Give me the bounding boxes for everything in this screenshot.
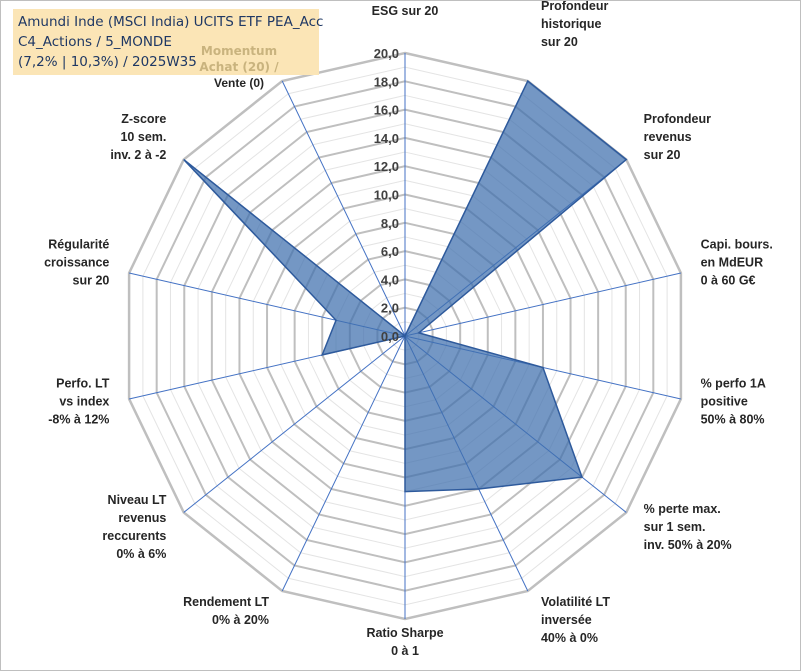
spoke-line — [281, 80, 406, 337]
spoke-line — [404, 272, 682, 337]
axis-label-line: 50% à 80% — [701, 413, 765, 427]
axis-label-line: sur 1 sem. — [644, 520, 706, 534]
axis-label-line: -8% à 12% — [48, 413, 109, 427]
axis-label-line: Volatilité LT — [541, 595, 610, 609]
tick-label: 0,0 — [381, 329, 399, 344]
axis-label: Rendement LT 0% à 20% — [183, 595, 269, 627]
axis-label-line: Rendement LT — [183, 595, 269, 609]
axis-label-line: % perfo 1A — [701, 377, 766, 391]
axis-label-line: Régularité — [48, 237, 109, 251]
fund-category: C4_Actions / 5_MONDE — [18, 34, 172, 50]
axis-label-line: Niveau LT — [108, 493, 167, 507]
axis-label-line: % perte max. — [644, 502, 721, 516]
axis-label-line: revenus — [118, 511, 166, 525]
axis-label: Ratio Sharpe 0 à 1 — [366, 626, 443, 658]
momentum-label: Momentum Achat (20) / — [191, 43, 287, 75]
axis-label-line: 0 à 60 G€ — [701, 273, 756, 287]
axis-label-line: Profondeur — [644, 112, 711, 126]
axis-label: Profondeur revenus sur 20 — [644, 112, 711, 162]
axis-label-line: croissance — [44, 255, 109, 269]
axis-label-line: inversée — [541, 613, 592, 627]
tick-label: 2,0 — [381, 301, 399, 316]
axis-label: Profondeur historique sur 20 — [541, 1, 608, 49]
axis-label-line: ESG sur 20 — [372, 4, 439, 18]
tick-label: 20,0 — [374, 46, 399, 61]
tick-labels: 0,0 2,0 4,0 6,0 8,0 10,0 12,0 14,0 16,0 18,0 20,0 — [374, 46, 399, 344]
series-area — [183, 79, 628, 493]
axis-label-line: Z-score — [121, 112, 166, 126]
axis-label: Régularité croissance sur 20 — [44, 237, 109, 287]
axis-label: Capi. bours. en MdEUR 0 à 60 G€ — [701, 237, 773, 287]
axis-label-line: positive — [701, 395, 748, 409]
axis-label: % perte max. sur 1 sem. inv. 50% à 20% — [644, 502, 732, 552]
momentum-line-2: Achat (20) / — [199, 60, 279, 74]
momentum-line-1: Momentum — [200, 44, 278, 58]
tick-label: 12,0 — [374, 159, 399, 174]
axis-label: NoteESG sur 20 — [372, 1, 439, 18]
axis-label-line: reccurents — [102, 529, 166, 543]
tick-label: 18,0 — [374, 74, 399, 89]
axis-label: % perfo 1A positive 50% à 80% — [701, 377, 766, 427]
axis-label-line: historique — [541, 17, 601, 31]
fund-stats: (7,2% | 10,3%) / 2025W35 — [18, 54, 197, 70]
axis-label-line: 0 à 1 — [391, 644, 419, 658]
series-polygon — [183, 79, 628, 493]
axis-label: Z-score 10 sem. inv. 2 à -2 — [110, 112, 166, 162]
axis-label-line: vs index — [59, 395, 109, 409]
axis-label-line: inv. 2 à -2 — [110, 148, 166, 162]
axis-label: Volatilité LT inversée 40% à 0% — [541, 595, 610, 645]
axis-labels: NoteESG sur 20 Profondeur historique sur 20… — [44, 1, 773, 658]
axis-label-line: inv. 50% à 20% — [644, 538, 732, 552]
axis-label-line: 10 sem. — [120, 130, 166, 144]
axis-label-line: Ratio Sharpe — [366, 626, 443, 640]
tick-label: 8,0 — [381, 216, 399, 231]
axis-label-line: 40% à 0% — [541, 631, 598, 645]
axis-label-line: sur 20 — [541, 35, 578, 49]
axis-label-line: sur 20 — [73, 273, 110, 287]
momentum-label-tail: Vente (0) — [213, 76, 264, 90]
axis-label-line: Perfo. LT — [56, 377, 110, 391]
axis-label: Niveau LT revenus reccurents 0% à 6% — [102, 493, 166, 561]
axis-label-line: Capi. bours. — [701, 237, 773, 251]
spoke-line — [281, 335, 406, 592]
tick-label: 10,0 — [374, 188, 399, 203]
info-box: Amundi Inde (MSCI India) UCITS ETF PEA_A… — [13, 9, 324, 75]
axis-label-line: 0% à 20% — [212, 613, 269, 627]
axis-label-line: 0% à 6% — [116, 547, 166, 561]
tick-label: 4,0 — [381, 272, 399, 287]
tick-label: 16,0 — [374, 103, 399, 118]
axis-label: Perfo. LT vs index -8% à 12% — [48, 377, 110, 427]
tick-label: 14,0 — [374, 131, 399, 146]
axis-label-line: en MdEUR — [701, 255, 764, 269]
fund-name: Amundi Inde (MSCI India) UCITS ETF PEA_A… — [18, 14, 324, 30]
spoke-line — [183, 335, 406, 513]
axis-label-line: sur 20 — [644, 148, 681, 162]
axis-label-line: Profondeur — [541, 1, 608, 13]
tick-label: 6,0 — [381, 244, 399, 259]
axis-label-line: revenus — [644, 130, 692, 144]
